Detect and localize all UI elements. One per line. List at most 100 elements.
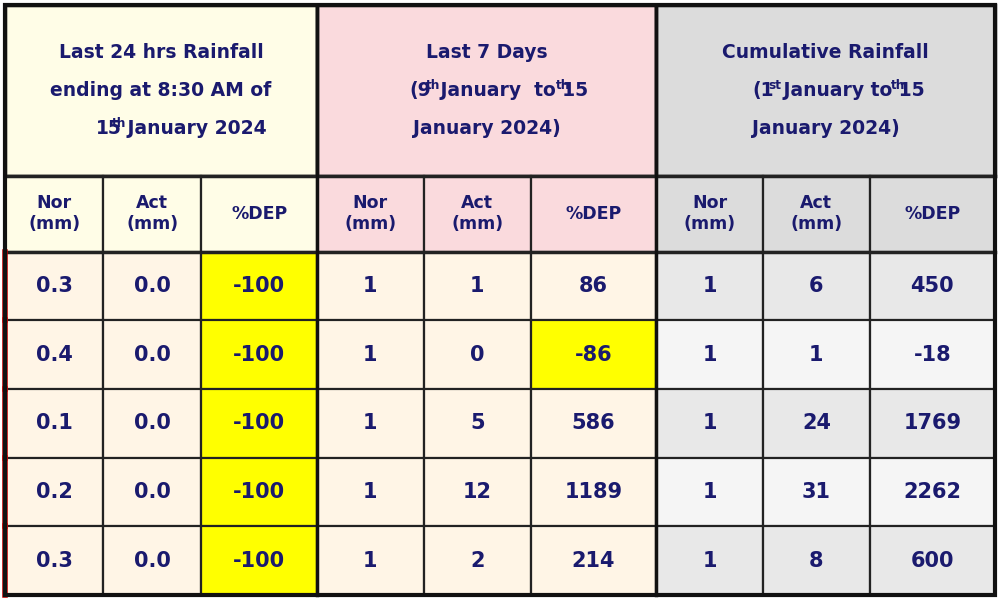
Bar [201, 458, 317, 526]
Text: -100: -100 [233, 276, 285, 296]
Bar [870, 389, 995, 458]
Text: (1: (1 [752, 81, 774, 100]
Text: 1: 1 [809, 344, 824, 365]
Bar [656, 526, 763, 595]
Text: 12: 12 [463, 482, 492, 502]
Bar [424, 320, 531, 389]
Bar [763, 251, 870, 320]
Bar [5, 320, 103, 389]
Text: 0.0: 0.0 [134, 276, 171, 296]
Bar [424, 526, 531, 595]
Bar [656, 5, 995, 176]
Text: Last 24 hrs Rainfall: Last 24 hrs Rainfall [59, 43, 263, 62]
Text: 0.2: 0.2 [36, 482, 73, 502]
Bar [5, 389, 103, 458]
Text: 600: 600 [911, 551, 954, 571]
Bar [763, 320, 870, 389]
Bar [870, 176, 995, 251]
Text: 31: 31 [802, 482, 831, 502]
Text: 1: 1 [363, 551, 378, 571]
Text: -100: -100 [233, 413, 285, 433]
Bar [201, 320, 317, 389]
Text: 1: 1 [702, 413, 717, 433]
Text: 1189: 1189 [565, 482, 623, 502]
Bar [424, 251, 531, 320]
Bar [531, 458, 656, 526]
Text: 1: 1 [363, 276, 378, 296]
Text: -100: -100 [233, 482, 285, 502]
Bar [424, 458, 531, 526]
Bar [103, 251, 201, 320]
Text: %DEP: %DEP [565, 205, 622, 223]
Bar [763, 526, 870, 595]
Bar [763, 458, 870, 526]
Bar [870, 251, 995, 320]
Text: 0.0: 0.0 [134, 413, 171, 433]
Text: 2262: 2262 [903, 482, 961, 502]
Text: Nor
(mm): Nor (mm) [344, 194, 396, 233]
Text: 1: 1 [470, 276, 485, 296]
Bar [531, 526, 656, 595]
Bar [103, 389, 201, 458]
Bar [317, 389, 424, 458]
Text: 0: 0 [470, 344, 485, 365]
Bar [201, 251, 317, 320]
Bar [317, 5, 656, 176]
Text: 586: 586 [572, 413, 615, 433]
Text: th: th [425, 79, 440, 92]
Text: th: th [112, 117, 126, 130]
Text: Nor
(mm): Nor (mm) [28, 194, 80, 233]
Bar [201, 526, 317, 595]
Text: Cumulative Rainfall: Cumulative Rainfall [722, 43, 929, 62]
Bar [531, 389, 656, 458]
Text: ending at 8:30 AM of: ending at 8:30 AM of [50, 81, 272, 100]
Text: th: th [891, 79, 905, 92]
Bar [5, 526, 103, 595]
Bar [5, 251, 103, 320]
Text: -100: -100 [233, 551, 285, 571]
Text: 450: 450 [911, 276, 954, 296]
Bar [317, 526, 424, 595]
Text: 86: 86 [579, 276, 608, 296]
Text: Last 7 Days: Last 7 Days [426, 43, 547, 62]
Text: th: th [555, 79, 570, 92]
Text: 0.3: 0.3 [36, 276, 73, 296]
Bar [103, 176, 201, 251]
Bar [317, 458, 424, 526]
Text: 5: 5 [470, 413, 485, 433]
Text: 8: 8 [809, 551, 824, 571]
Bar [531, 176, 656, 251]
Bar [103, 320, 201, 389]
Bar [763, 389, 870, 458]
Text: %DEP: %DEP [231, 205, 287, 223]
Bar [870, 458, 995, 526]
Text: Nor
(mm): Nor (mm) [684, 194, 736, 233]
Text: 0.3: 0.3 [36, 551, 73, 571]
Bar [201, 176, 317, 251]
Text: January to 15: January to 15 [777, 81, 925, 100]
Text: 1: 1 [702, 344, 717, 365]
Bar [531, 320, 656, 389]
Text: Act
(mm): Act (mm) [451, 194, 503, 233]
Text: 214: 214 [572, 551, 615, 571]
Bar [424, 389, 531, 458]
Bar [531, 251, 656, 320]
Text: 2: 2 [470, 551, 485, 571]
Text: 15: 15 [96, 119, 122, 138]
Text: 6: 6 [809, 276, 824, 296]
Text: 0.0: 0.0 [134, 482, 171, 502]
Text: January 2024: January 2024 [121, 119, 266, 138]
Text: January 2024): January 2024) [413, 119, 561, 138]
Bar [317, 320, 424, 389]
Text: -18: -18 [914, 344, 951, 365]
Bar [103, 458, 201, 526]
Text: -86: -86 [575, 344, 612, 365]
Text: %DEP: %DEP [904, 205, 960, 223]
Bar [656, 320, 763, 389]
Bar [103, 526, 201, 595]
Bar [5, 458, 103, 526]
Bar [317, 176, 424, 251]
Bar [656, 389, 763, 458]
Bar [763, 176, 870, 251]
Text: -100: -100 [233, 344, 285, 365]
